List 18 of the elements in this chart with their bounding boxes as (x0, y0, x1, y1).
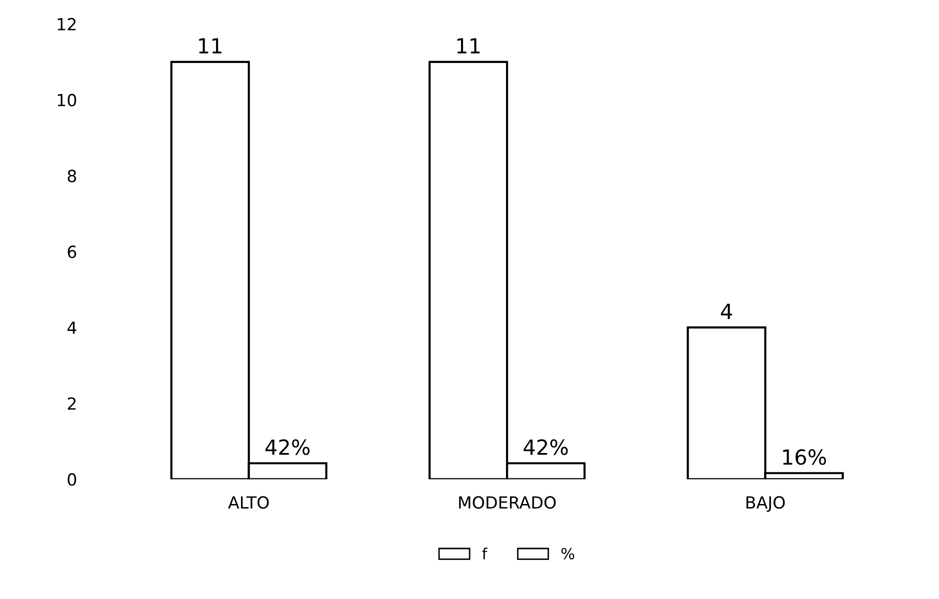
y-tick-label: 4 (67, 322, 76, 334)
legend-label: f (482, 548, 488, 560)
x-tick-label: ALTO (228, 496, 269, 509)
y-tick-label: 8 (68, 170, 76, 182)
data-label: 42% (524, 439, 568, 456)
data-label: 11 (199, 38, 222, 54)
data-label: 16% (783, 449, 826, 465)
data-label: 4 (720, 304, 732, 319)
x-tick-label: BAJO (746, 496, 785, 512)
y-tick-label: 10 (58, 94, 76, 106)
legend-label: % (561, 548, 574, 560)
y-tick-label: 6 (68, 246, 76, 258)
data-label: 11 (457, 38, 480, 54)
data-label: 42% (265, 439, 310, 456)
y-tick-label: 2 (68, 397, 76, 410)
x-tick-label: MODERADO (459, 496, 556, 509)
y-tick-label: 12 (58, 18, 76, 30)
y-tick-label: 0 (68, 473, 76, 486)
